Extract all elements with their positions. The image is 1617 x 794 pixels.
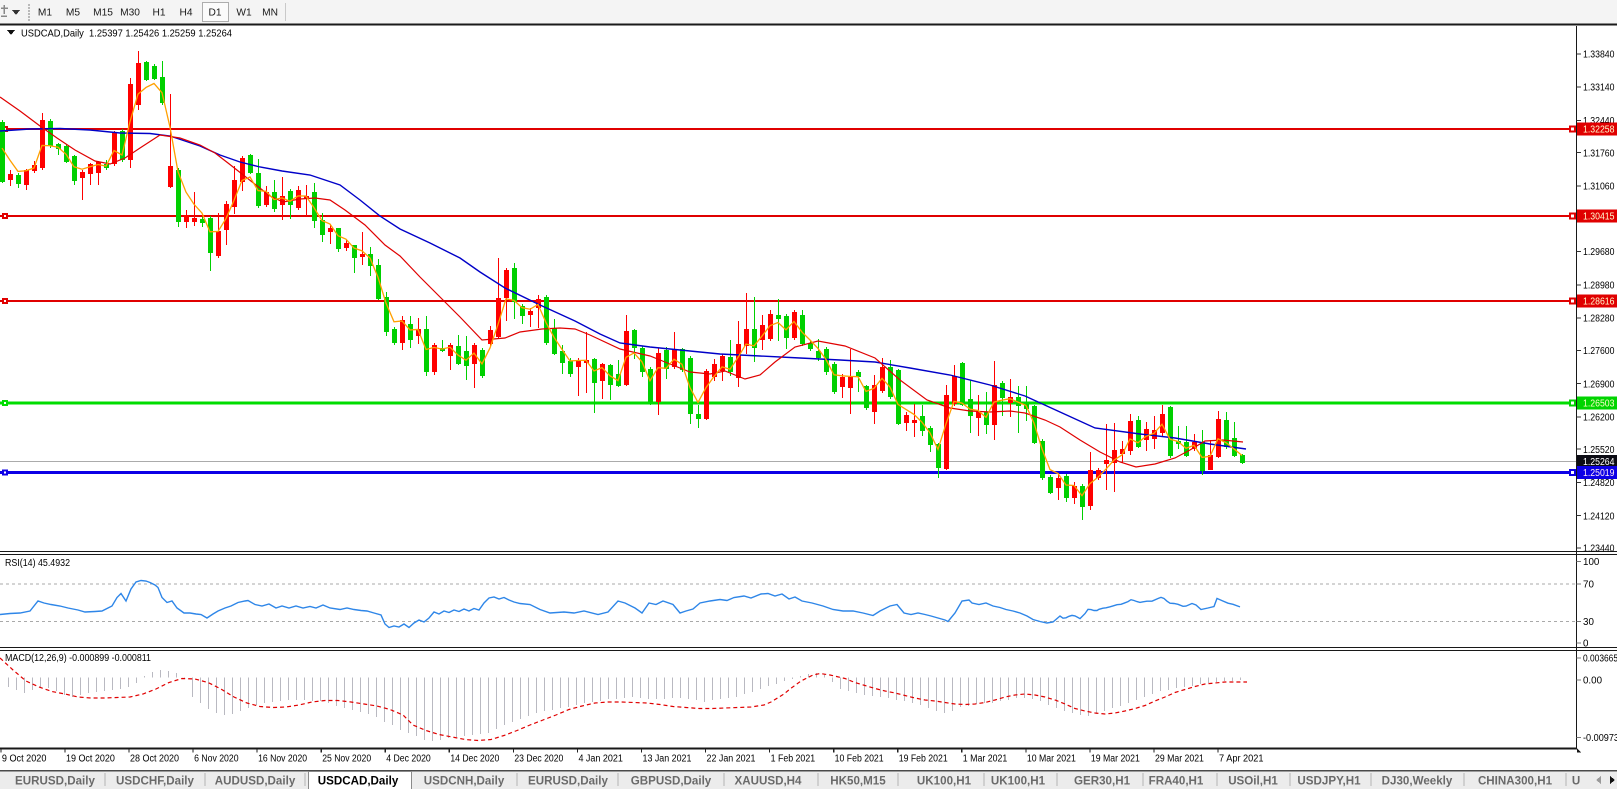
svg-text:1.28280: 1.28280	[1583, 314, 1615, 325]
svg-text:M30: M30	[120, 8, 140, 19]
svg-text:FRA40,H1: FRA40,H1	[1149, 775, 1204, 788]
svg-text:1.25264: 1.25264	[1583, 457, 1615, 468]
svg-text:0.003665: 0.003665	[1583, 654, 1617, 665]
svg-text:1 Feb 2021: 1 Feb 2021	[771, 754, 816, 765]
svg-text:19 Oct 2020: 19 Oct 2020	[66, 754, 116, 765]
svg-text:1.31060: 1.31060	[1583, 182, 1615, 193]
svg-text:4 Jan 2021: 4 Jan 2021	[578, 754, 623, 765]
svg-text:W1: W1	[236, 8, 252, 19]
svg-text:100: 100	[1583, 557, 1600, 568]
svg-text:4 Dec 2020: 4 Dec 2020	[386, 754, 431, 765]
svg-text:28 Oct 2020: 28 Oct 2020	[130, 754, 180, 765]
svg-text:USDCHF,Daily: USDCHF,Daily	[116, 775, 195, 788]
svg-text:DJ30,Weekly: DJ30,Weekly	[1382, 775, 1453, 788]
svg-text:1.26900: 1.26900	[1583, 379, 1615, 390]
svg-text:16 Nov 2020: 16 Nov 2020	[258, 754, 307, 765]
svg-text:1.23440: 1.23440	[1583, 544, 1615, 555]
svg-text:1.27600: 1.27600	[1583, 346, 1615, 357]
svg-text:AUDUSD,Daily: AUDUSD,Daily	[215, 775, 296, 788]
svg-text:1.30415: 1.30415	[1583, 212, 1615, 223]
svg-text:1.32258: 1.32258	[1583, 125, 1615, 136]
svg-text:1.29680: 1.29680	[1583, 247, 1615, 258]
svg-text:UK100,H1: UK100,H1	[991, 775, 1046, 788]
svg-text:6 Nov 2020: 6 Nov 2020	[194, 754, 239, 765]
svg-text:UK100,H1: UK100,H1	[917, 775, 972, 788]
svg-text:19 Mar 2021: 19 Mar 2021	[1091, 754, 1140, 765]
svg-text:30: 30	[1583, 617, 1594, 628]
svg-text:EURUSD,Daily: EURUSD,Daily	[528, 775, 608, 788]
svg-text:MN: MN	[262, 8, 278, 19]
svg-text:23 Dec 2020: 23 Dec 2020	[514, 754, 563, 765]
svg-text:1.33840: 1.33840	[1583, 49, 1615, 60]
svg-text:H1: H1	[152, 8, 165, 19]
svg-text:10 Mar 2021: 10 Mar 2021	[1027, 754, 1076, 765]
svg-text:1.24820: 1.24820	[1583, 478, 1615, 489]
svg-text:14 Dec 2020: 14 Dec 2020	[450, 754, 499, 765]
svg-text:USDCAD,Daily: USDCAD,Daily	[318, 775, 399, 788]
svg-text:0: 0	[1583, 639, 1589, 650]
svg-text:1.33140: 1.33140	[1583, 83, 1615, 94]
svg-text:29 Mar 2021: 29 Mar 2021	[1155, 754, 1204, 765]
svg-text:1.26503: 1.26503	[1583, 399, 1615, 410]
svg-text:GER30,H1: GER30,H1	[1074, 775, 1131, 788]
svg-text:1.28980: 1.28980	[1583, 280, 1615, 291]
svg-text:9 Oct 2020: 9 Oct 2020	[2, 754, 47, 765]
svg-text:1.25019: 1.25019	[1583, 468, 1615, 479]
svg-text:USDCNH,Daily: USDCNH,Daily	[424, 775, 505, 788]
svg-text:MACD(12,26,9) -0.000899 -0.000: MACD(12,26,9) -0.000899 -0.000811	[5, 653, 151, 664]
svg-text:XAUUSD,H4: XAUUSD,H4	[735, 775, 803, 788]
svg-text:22 Jan 2021: 22 Jan 2021	[707, 754, 756, 765]
svg-text:1.32440: 1.32440	[1583, 116, 1615, 127]
svg-text:13 Jan 2021: 13 Jan 2021	[643, 754, 692, 765]
svg-text:1 Mar 2021: 1 Mar 2021	[963, 754, 1008, 765]
svg-text:19 Feb 2021: 19 Feb 2021	[899, 754, 948, 765]
svg-text:10 Feb 2021: 10 Feb 2021	[835, 754, 884, 765]
svg-text:0.00: 0.00	[1583, 676, 1603, 687]
svg-text:1.25520: 1.25520	[1583, 445, 1615, 456]
svg-text:7 Apr 2021: 7 Apr 2021	[1219, 754, 1264, 765]
svg-text:1.31760: 1.31760	[1583, 148, 1615, 159]
svg-text:HK50,M15: HK50,M15	[830, 775, 886, 788]
svg-text:EURUSD,Daily: EURUSD,Daily	[15, 775, 95, 788]
svg-text:CHINA300,H1: CHINA300,H1	[1478, 775, 1553, 788]
svg-text:M5: M5	[66, 8, 80, 19]
svg-text:1.28616: 1.28616	[1583, 297, 1615, 308]
svg-text:USOil,H1: USOil,H1	[1228, 775, 1278, 788]
svg-text:U: U	[1572, 775, 1580, 788]
svg-text:D1: D1	[208, 8, 221, 19]
svg-text:70: 70	[1583, 580, 1594, 591]
svg-text:GBPUSD,Daily: GBPUSD,Daily	[631, 775, 712, 788]
svg-text:25 Nov 2020: 25 Nov 2020	[322, 754, 371, 765]
svg-text:RSI(14) 45.4932: RSI(14) 45.4932	[5, 558, 70, 569]
svg-text:-0.00973: -0.00973	[1583, 733, 1617, 744]
svg-text:M15: M15	[93, 8, 113, 19]
svg-text:USDJPY,H1: USDJPY,H1	[1297, 775, 1361, 788]
svg-text:M1: M1	[38, 8, 52, 19]
svg-text:H4: H4	[179, 8, 192, 19]
svg-text:USDCAD,Daily 1.25397 1.25426: USDCAD,Daily 1.25397 1.25426 1.25259 1.2…	[21, 29, 232, 40]
svg-text:1.24120: 1.24120	[1583, 511, 1615, 522]
svg-text:1.26200: 1.26200	[1583, 413, 1615, 424]
